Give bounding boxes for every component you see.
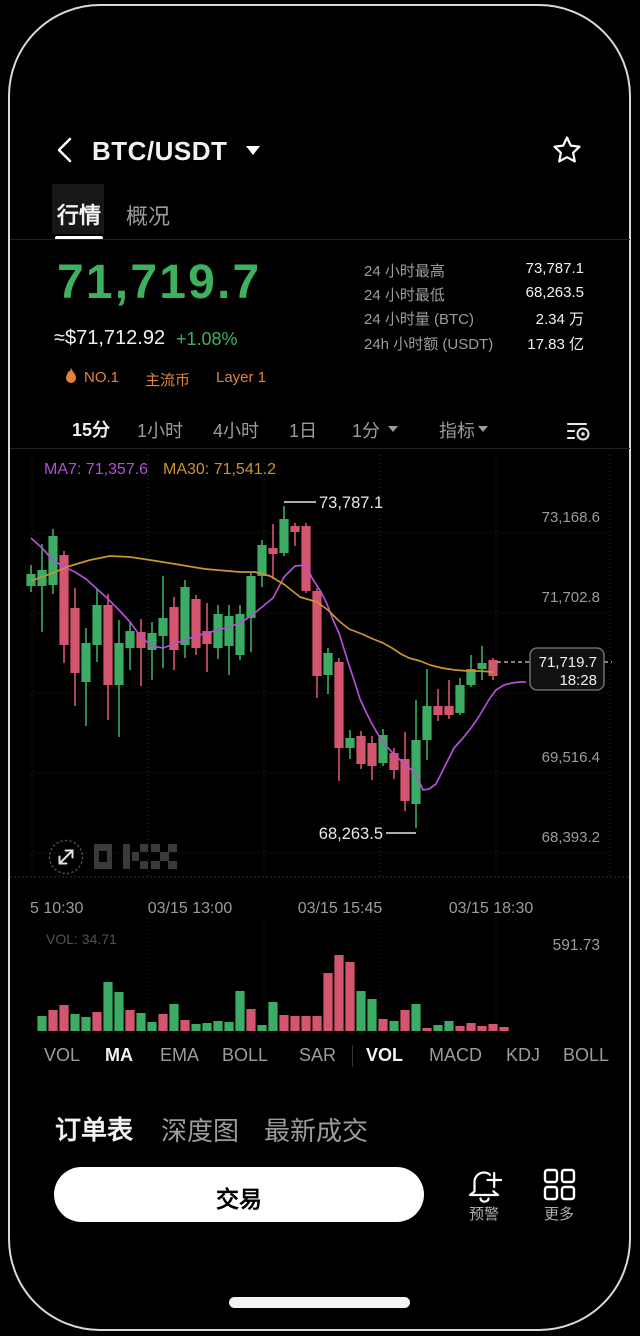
svg-text:73,787.1: 73,787.1 bbox=[319, 494, 383, 512]
svg-text:71,702.8: 71,702.8 bbox=[542, 589, 600, 606]
svg-text:68,263.5: 68,263.5 bbox=[319, 825, 383, 843]
svg-text:591.73: 591.73 bbox=[553, 937, 600, 954]
svg-text:03/15 15:45: 03/15 15:45 bbox=[298, 900, 383, 917]
svg-text:03/15 13:00: 03/15 13:00 bbox=[148, 900, 233, 917]
svg-text:73,168.6: 73,168.6 bbox=[542, 509, 600, 526]
svg-text:03/15 18:30: 03/15 18:30 bbox=[449, 900, 534, 917]
svg-text:69,516.4: 69,516.4 bbox=[542, 749, 600, 766]
svg-text:VOL: 34.71: VOL: 34.71 bbox=[46, 931, 117, 947]
svg-text:18:28: 18:28 bbox=[559, 672, 597, 689]
svg-text:68,393.2: 68,393.2 bbox=[542, 829, 600, 846]
svg-text:71,719.7: 71,719.7 bbox=[539, 654, 597, 671]
svg-text:5 10:30: 5 10:30 bbox=[30, 900, 83, 917]
